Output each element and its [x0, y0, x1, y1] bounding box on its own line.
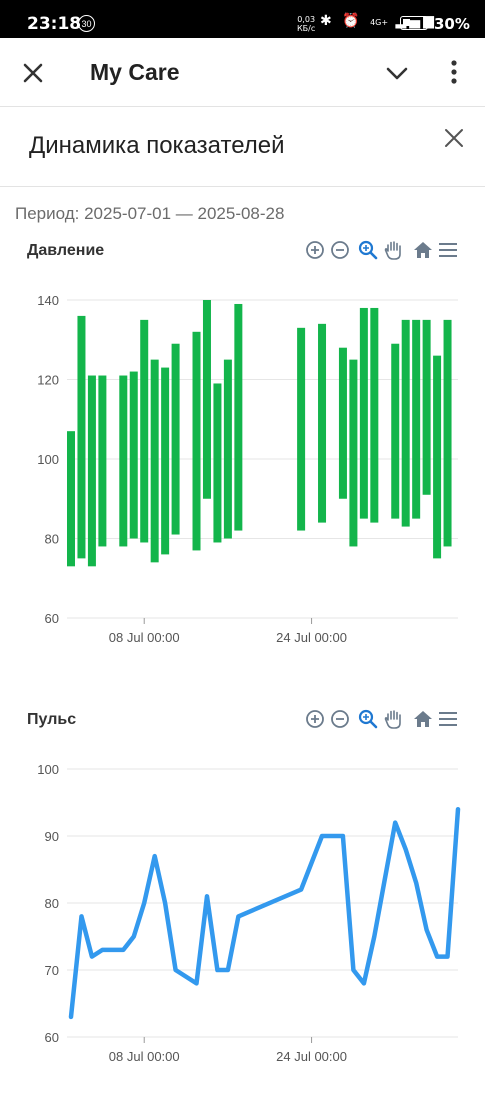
pressure-y-tick-label: 60 — [45, 611, 59, 626]
pulse-y-tick-label: 90 — [45, 829, 59, 844]
close-section-icon[interactable] — [442, 126, 466, 150]
zoom-out-icon[interactable] — [329, 708, 351, 730]
app-header: My Care — [0, 38, 485, 107]
pressure-bar — [77, 316, 85, 558]
pan-hand-icon[interactable] — [382, 239, 404, 261]
pressure-bar — [339, 348, 347, 499]
pressure-bar — [172, 344, 180, 535]
pressure-bar — [224, 360, 232, 539]
zoom-in-icon[interactable] — [304, 708, 326, 730]
more-vert-icon[interactable] — [444, 58, 464, 86]
menu-icon[interactable] — [437, 708, 459, 730]
selection-zoom-icon[interactable] — [357, 708, 379, 730]
pressure-bar — [203, 300, 211, 499]
network-speed: 0,03 КБ/с — [297, 15, 315, 33]
reset-home-icon[interactable] — [412, 239, 434, 261]
pulse-y-tick-label: 80 — [45, 896, 59, 911]
pressure-bar — [119, 376, 127, 547]
pulse-y-tick-label: 60 — [45, 1030, 59, 1045]
pressure-bar — [98, 376, 106, 547]
close-icon[interactable] — [20, 60, 46, 86]
pressure-bar — [349, 360, 357, 547]
pressure-bar — [161, 368, 169, 555]
zoom-in-icon[interactable] — [304, 239, 326, 261]
pressure-x-tick-label: 24 Jul 00:00 — [276, 630, 347, 645]
pressure-bar — [444, 320, 452, 547]
network-speed-value: 0,03 — [297, 15, 315, 24]
pulse-x-tick-label: 24 Jul 00:00 — [276, 1049, 347, 1064]
period-range: 2025-07-01 — 2025-08-28 — [84, 204, 284, 223]
pressure-bar — [318, 324, 326, 523]
pulse-y-tick-label: 100 — [37, 762, 59, 777]
pressure-bar — [360, 308, 368, 519]
pan-hand-icon[interactable] — [382, 708, 404, 730]
pressure-bar — [433, 356, 441, 559]
chevron-down-icon[interactable] — [384, 62, 410, 84]
status-bar: 23:18 30 0,03 КБ/с ✱ ⏰ 4G+ ▂▄▆ 30% — [0, 0, 485, 38]
pressure-bar — [213, 383, 221, 542]
pressure-bar — [234, 304, 242, 531]
pressure-x-tick-label: 08 Jul 00:00 — [109, 630, 180, 645]
network-type: 4G+ — [370, 18, 388, 27]
pressure-bar — [151, 360, 159, 563]
bluetooth-icon: ✱ — [320, 13, 335, 29]
pressure-y-tick-label: 120 — [37, 373, 59, 388]
pressure-bar — [402, 320, 410, 527]
pulse-line — [71, 809, 458, 1017]
pressure-bar — [391, 344, 399, 519]
alarm-off-icon: ⏰ — [342, 13, 362, 29]
pressure-chart-plot: 60 80 100 120 140 08 Jul 00:00 24 Jul 00:00 — [0, 282, 485, 702]
period-text: Период: 2025-07-01 — 2025-08-28 — [15, 204, 284, 224]
section-title: Динамика показателей — [29, 132, 285, 160]
zoom-out-icon[interactable] — [329, 239, 351, 261]
battery-percent: 30% — [434, 15, 470, 33]
pulse-chart-plot: 60 70 80 90 100 08 Jul 00:00 24 Jul 00:00 — [0, 751, 485, 1120]
selection-zoom-icon[interactable] — [357, 239, 379, 261]
period-label: Период: — [15, 204, 79, 223]
reset-home-icon[interactable] — [412, 708, 434, 730]
pressure-bar — [67, 431, 75, 566]
section-header: Динамика показателей — [0, 107, 485, 187]
pressure-bar — [412, 320, 420, 519]
pressure-chart-title: Давление — [27, 242, 104, 260]
pressure-bar — [423, 320, 431, 495]
pressure-bar — [88, 376, 96, 567]
pressure-bar — [297, 328, 305, 531]
pressure-bar — [370, 308, 378, 523]
menu-icon[interactable] — [437, 239, 459, 261]
pulse-y-tick-label: 70 — [45, 963, 59, 978]
pressure-y-tick-label: 80 — [45, 532, 59, 547]
pulse-chart-title: Пульс — [27, 711, 76, 729]
battery-icon — [400, 16, 428, 30]
pressure-y-tick-label: 140 — [37, 293, 59, 308]
pulse-x-tick-label: 08 Jul 00:00 — [109, 1049, 180, 1064]
pressure-bar — [193, 332, 201, 551]
pressure-bar — [130, 372, 138, 539]
status-time: 23:18 — [27, 14, 81, 34]
app-title: My Care — [90, 59, 179, 86]
pressure-bar — [140, 320, 148, 543]
network-speed-unit: КБ/с — [297, 24, 315, 33]
notification-badge-icon: 30 — [78, 15, 95, 32]
pressure-y-tick-label: 100 — [37, 452, 59, 467]
